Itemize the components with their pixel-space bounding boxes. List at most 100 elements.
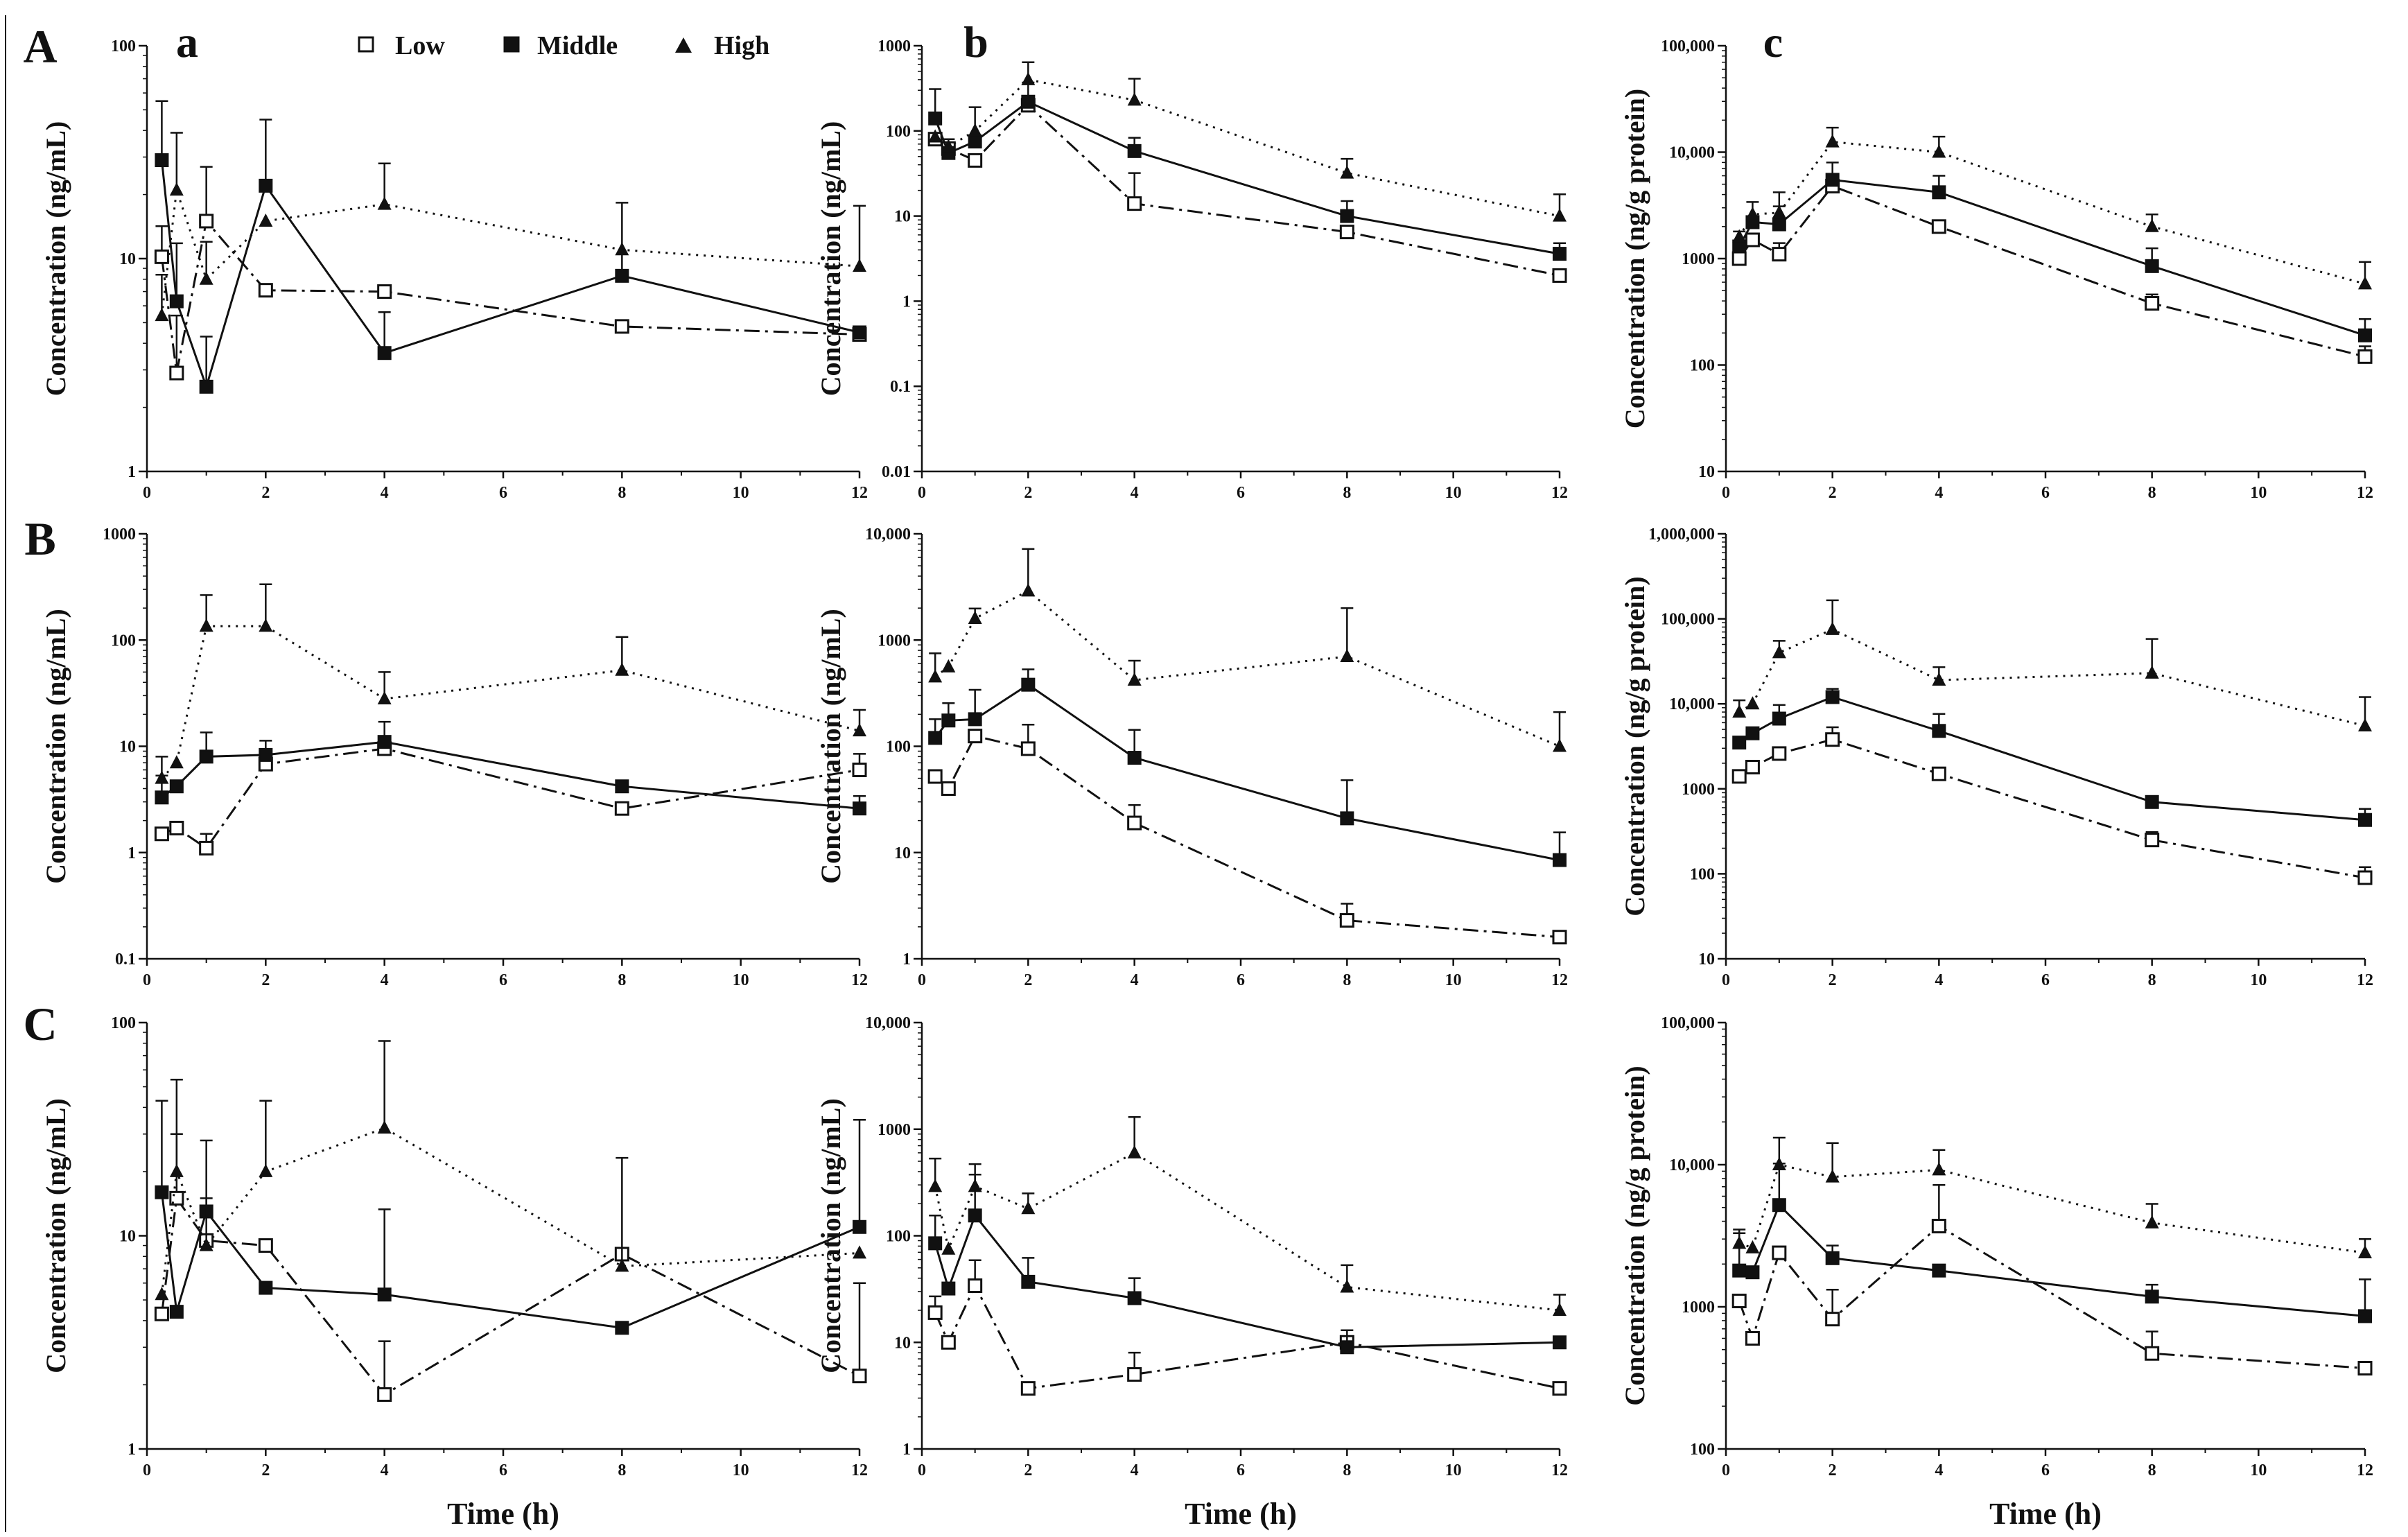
panel-Ca-y-axis-label: Concentration (ng/mL): [40, 1098, 71, 1373]
panel-Bb-x-tick-label: 10: [1445, 971, 1462, 989]
panel-Ca-y-tick-label: 10: [119, 1228, 136, 1246]
panel-Ba-low-point: [154, 826, 169, 842]
panel-Aa-middle-point: [199, 379, 213, 394]
panel-Bb-middle-point: [928, 731, 943, 745]
panel-Bc-high-point: [1745, 696, 1760, 710]
panel-Ab-middle-point: [1021, 94, 1036, 109]
panel-Cb-middle-point: [928, 1236, 943, 1251]
panel-Cb-x-tick-label: 6: [1237, 1461, 1245, 1479]
panel-Cb-y-tick-label: 10: [894, 1334, 911, 1352]
panel-Bb-high-point: [941, 659, 956, 672]
panel-Ab-high-point: [1340, 165, 1354, 179]
panel-Ab-high-point: [928, 129, 943, 143]
panel-Ca-middle-point: [377, 1287, 392, 1302]
panel-Ca-high-point: [259, 1163, 273, 1177]
panel-Bb-x-tick-label: 2: [1024, 971, 1032, 989]
panel-Ca-high-point: [199, 1238, 213, 1251]
panel-Aa-middle-point: [615, 268, 629, 283]
panel-Ba-high-point: [155, 770, 169, 784]
panel-Bb-middle-point: [1340, 811, 1354, 826]
panel-Ca-middle-point: [615, 1321, 629, 1335]
panel-Cc-x-tick-label: 10: [2250, 1461, 2267, 1479]
panel-Ca-series-middle: [155, 1100, 866, 1335]
panel-Ab-low-point: [1339, 225, 1354, 240]
panel-Ab-x-tick-label: 0: [918, 484, 926, 502]
panel-Bc: 0 2 4 6 8 10 12 10 100 1000 10,000 100,000 1,000,000…: [1619, 526, 2373, 989]
panel-Ab-y-tick-label: 10: [894, 208, 911, 226]
panel-Cb-middle-point: [1553, 1335, 1567, 1350]
panel-Aa-high-point: [377, 196, 392, 210]
panel-Aa-low-point: [199, 214, 214, 229]
panel-Bb-y-tick-label: 1: [902, 950, 911, 969]
panel-Cc-high-point: [1772, 1157, 1786, 1170]
panel-Bc-low-point: [2357, 870, 2373, 885]
panel-Bb-x-tick-label: 6: [1237, 971, 1245, 989]
panel-Cc-x-axis-label: Time (h): [1989, 1497, 2102, 1531]
panel-Ac-high-point: [1732, 229, 1747, 243]
panel-Ab-middle-point: [968, 134, 982, 149]
panel-Ca-high-point: [169, 1163, 184, 1177]
panel-Bb-series-middle: [928, 668, 1567, 867]
panel-Bc-x-tick-label: 12: [2357, 971, 2373, 989]
panel-Bc-y-axis-label: Concentration (ng/g protein): [1619, 576, 1650, 916]
panel-Ca-x-tick-label: 4: [381, 1461, 389, 1479]
panel-Ba-middle-point: [259, 747, 273, 762]
panel-Aa-x-tick-label: 2: [261, 484, 270, 502]
panel-Ba-high-point: [853, 723, 866, 737]
panel-Ac-series-low: [1731, 178, 2373, 364]
panel-Bb-series-low: [927, 723, 1567, 945]
panel-Ca-low-point: [852, 1369, 867, 1384]
col-label-c: c: [1763, 17, 1783, 67]
panel-Ab-y-tick-label: 100: [886, 123, 911, 141]
panel-Bb-middle-point: [941, 713, 956, 728]
panel-Cc-series-high: [1732, 1136, 2372, 1259]
panel-Ac-x-tick-label: 12: [2357, 484, 2373, 502]
panel-Bc-high-point: [2145, 665, 2159, 679]
panel-Bc-y-tick-label: 100,000: [1661, 611, 1715, 629]
panel-Ca-low-point: [154, 1306, 169, 1321]
panel-Cc-middle-point: [1772, 1198, 1786, 1213]
panel-Ab-x-tick-label: 6: [1237, 484, 1245, 502]
panel-Ac-high-point: [2358, 276, 2372, 290]
panel-Cb-low-point: [968, 1278, 983, 1294]
panel-Cc-high-point: [2358, 1245, 2372, 1259]
panel-Aa-middle-line: [160, 159, 860, 390]
panel-Aa-y-tick-label: 10: [119, 250, 136, 268]
panel-Ab-y-tick-label: 1: [902, 293, 911, 311]
panel-Ba-middle-point: [853, 801, 866, 816]
panel-Ab-low-point: [1552, 268, 1567, 283]
panel-Ac-y-tick-label: 1000: [1682, 250, 1715, 268]
panel-Cb: 0 2 4 6 8 10 12 1 10 100 1000 10,000 Concentration (…: [815, 1014, 1568, 1531]
panel-Aa-low-point: [377, 284, 392, 299]
panel-Aa-x-tick-label: 6: [499, 484, 507, 502]
panel-Bc-y-tick-label: 100: [1690, 865, 1715, 883]
panel-Ca-middle-point: [155, 1185, 169, 1199]
panel-Ba-low-point: [614, 801, 629, 816]
panel-Ca-middle-line: [160, 1192, 860, 1329]
panel-Bc-high-point: [2358, 718, 2372, 732]
panel-Ba-y-tick-label: 100: [111, 632, 136, 650]
panel-Cb-y-axis-label: Concentration (ng/mL): [815, 1098, 846, 1373]
panel-Cb-y-tick-label: 10,000: [865, 1014, 911, 1032]
panel-Ca-y-tick-label: 100: [111, 1014, 136, 1032]
panel-Bb: 0 2 4 6 8 10 12 1 10 100 1000 10,000 Concentration (…: [815, 526, 1568, 989]
panel-Ab-middle-line: [934, 101, 1560, 255]
panel-Cb-y-tick-label: 1: [902, 1441, 911, 1459]
panel-Cb-high-point: [968, 1179, 982, 1192]
panel-Bc-middle-point: [1932, 724, 1946, 738]
panel-Bc-high-line: [1738, 628, 2366, 727]
panel-Cc: 0 2 4 6 8 10 12 100 1000 10,000 100,000 Concentrati…: [1619, 1014, 2373, 1531]
panel-Aa-middle-point: [377, 346, 392, 361]
panel-Ba-series-middle: [155, 720, 866, 816]
panel-Bb-high-point: [1127, 672, 1142, 686]
panel-Cb-high-point: [1021, 1201, 1036, 1215]
panel-Ac-low-point: [1772, 247, 1787, 262]
panel-Aa-x-tick-label: 8: [618, 484, 626, 502]
panel-Bb-y-axis-label: Concentration (ng/mL): [815, 609, 846, 884]
panel-Ab-middle-point: [1340, 209, 1354, 223]
panel-Ac-high-point: [2145, 218, 2159, 232]
panel-Ca-series-high: [155, 1040, 866, 1301]
legend: Low Middle High: [358, 31, 769, 60]
panel-Bb-low-point: [1552, 930, 1567, 945]
